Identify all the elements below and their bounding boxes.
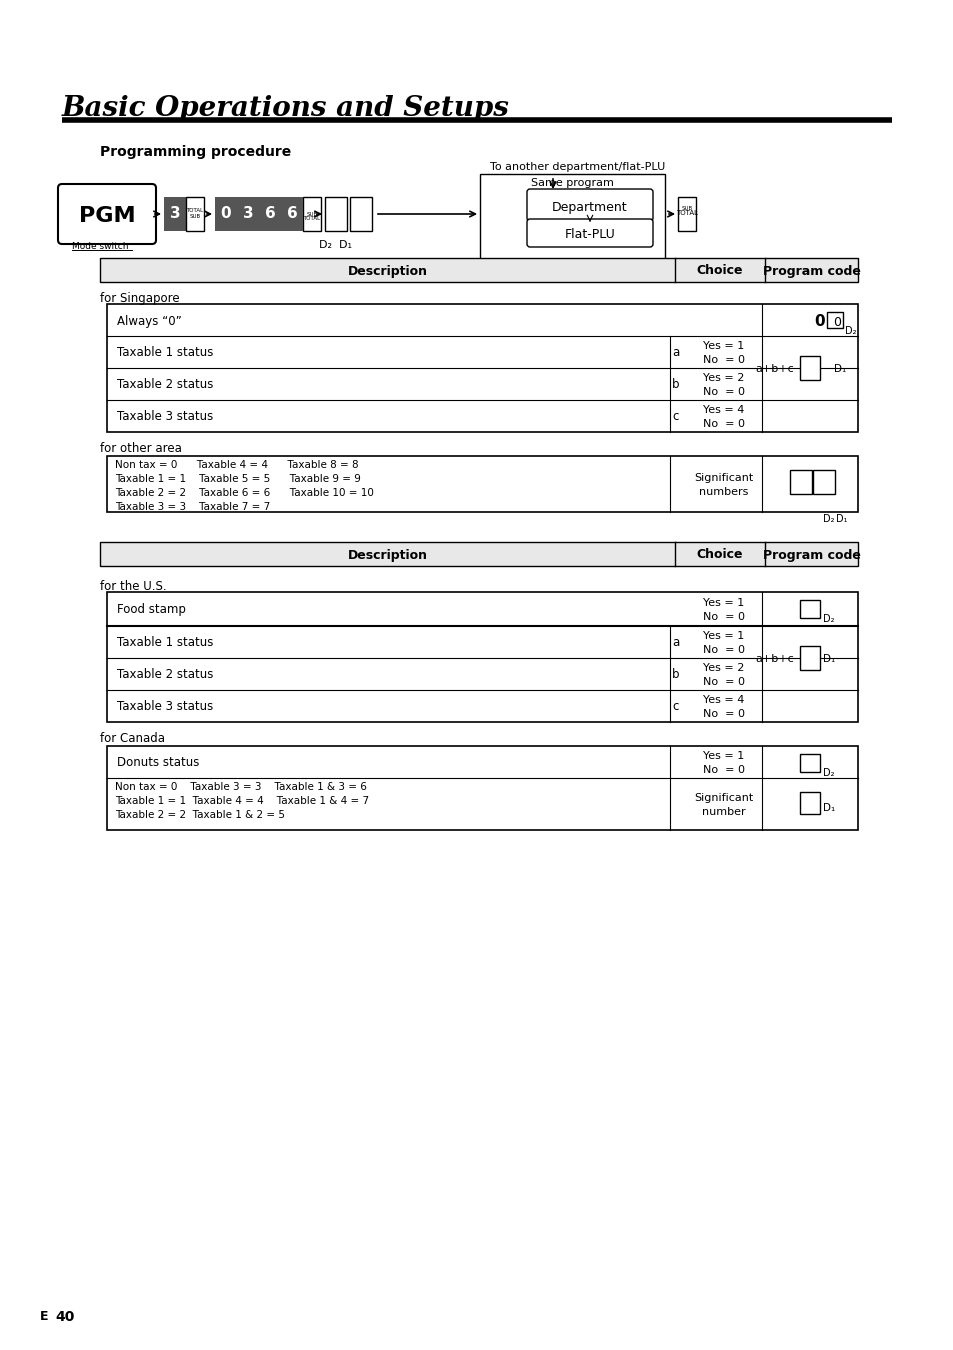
Text: Yes = 4
No  = 0: Yes = 4 No = 0 <box>702 695 744 718</box>
Bar <box>800 356 820 379</box>
Text: a: a <box>671 347 679 359</box>
Bar <box>236 197 258 231</box>
FancyBboxPatch shape <box>526 219 652 247</box>
Text: SUB: SUB <box>306 212 317 216</box>
Text: Non tax = 0      Taxable 4 = 4      Taxable 8 = 8
Taxable 1 = 1    Taxable 5 = 5: Non tax = 0 Taxable 4 = 4 Taxable 8 = 8 … <box>115 460 374 512</box>
Text: Taxable 2 status: Taxable 2 status <box>117 378 213 392</box>
Text: Flat-PLU: Flat-PLU <box>564 228 615 242</box>
Bar <box>826 312 842 328</box>
Text: Significant
numbers: Significant numbers <box>694 474 753 497</box>
Text: Program code: Program code <box>761 548 860 562</box>
Bar <box>789 470 811 494</box>
Text: b: b <box>671 378 679 392</box>
Bar <box>812 470 834 494</box>
Text: Choice: Choice <box>696 265 742 278</box>
Text: 6: 6 <box>264 207 275 221</box>
Text: Significant
number: Significant number <box>694 794 753 817</box>
Text: Yes = 2
No  = 0: Yes = 2 No = 0 <box>702 374 744 397</box>
Text: 0: 0 <box>832 316 841 328</box>
Text: SUB: SUB <box>680 207 692 212</box>
Text: for the U.S.: for the U.S. <box>100 580 167 593</box>
Bar <box>678 197 696 231</box>
Text: Programming procedure: Programming procedure <box>100 144 291 159</box>
Text: Basic Operations and Setups: Basic Operations and Setups <box>62 95 509 122</box>
Bar <box>107 593 857 722</box>
Text: Yes = 2
No  = 0: Yes = 2 No = 0 <box>702 663 744 687</box>
Text: D₁: D₁ <box>822 653 835 664</box>
Text: a+b+c: a+b+c <box>755 653 794 664</box>
Text: 40: 40 <box>55 1310 74 1324</box>
Text: Department: Department <box>552 201 627 213</box>
Text: 0: 0 <box>220 207 231 221</box>
Text: 3: 3 <box>170 207 180 221</box>
Text: D₂  D₁: D₂ D₁ <box>319 240 352 250</box>
Bar <box>800 647 820 670</box>
Bar <box>107 456 857 512</box>
Text: for Singapore: for Singapore <box>100 292 179 305</box>
Text: a: a <box>671 636 679 649</box>
Bar <box>107 747 857 830</box>
Text: c: c <box>671 410 678 424</box>
FancyBboxPatch shape <box>58 184 156 244</box>
Text: TOTAL: TOTAL <box>676 211 698 216</box>
Text: a+b+c: a+b+c <box>755 364 794 374</box>
FancyBboxPatch shape <box>526 189 652 221</box>
Text: Non tax = 0    Taxable 3 = 3    Taxable 1 & 3 = 6
Taxable 1 = 1  Taxable 4 = 4  : Non tax = 0 Taxable 3 = 3 Taxable 1 & 3 … <box>115 782 369 819</box>
Text: Taxable 1 status: Taxable 1 status <box>117 636 213 649</box>
Text: Food stamp: Food stamp <box>117 603 186 617</box>
Text: Taxable 1 status: Taxable 1 status <box>117 347 213 359</box>
Text: D₁: D₁ <box>822 803 835 813</box>
Bar <box>100 258 857 282</box>
Bar <box>800 792 820 814</box>
Text: Taxable 3 status: Taxable 3 status <box>117 701 213 714</box>
Text: Description: Description <box>347 548 427 562</box>
Text: Taxable 3 status: Taxable 3 status <box>117 410 213 424</box>
Text: 3: 3 <box>242 207 253 221</box>
Bar <box>325 197 347 231</box>
Text: 0: 0 <box>814 315 824 329</box>
Bar <box>258 197 281 231</box>
Bar <box>107 304 857 432</box>
Text: c: c <box>671 701 678 714</box>
Text: 6: 6 <box>286 207 297 221</box>
Text: b: b <box>671 668 679 682</box>
Text: E: E <box>40 1310 49 1323</box>
Text: Yes = 1
No  = 0: Yes = 1 No = 0 <box>702 342 744 365</box>
Text: Taxable 2 status: Taxable 2 status <box>117 668 213 682</box>
Text: D₁: D₁ <box>833 364 845 374</box>
Text: PGM: PGM <box>78 207 135 225</box>
Text: Donuts status: Donuts status <box>117 756 199 770</box>
Text: Yes = 1
No  = 0: Yes = 1 No = 0 <box>702 598 744 621</box>
Text: D₂: D₂ <box>844 325 856 336</box>
Text: Yes = 4
No  = 0: Yes = 4 No = 0 <box>702 405 744 428</box>
Bar <box>800 755 820 772</box>
Text: TOTAL: TOTAL <box>303 216 320 220</box>
Text: Mode switch: Mode switch <box>71 242 129 251</box>
Bar <box>281 197 303 231</box>
Text: D₂: D₂ <box>822 614 834 624</box>
Text: Yes = 1
No  = 0: Yes = 1 No = 0 <box>702 752 744 775</box>
Bar <box>350 197 372 231</box>
Text: for other area: for other area <box>100 441 182 455</box>
Bar <box>479 174 664 265</box>
Text: D₁: D₁ <box>835 514 846 524</box>
Bar <box>214 197 236 231</box>
Bar <box>800 599 820 618</box>
Text: Same program: Same program <box>530 178 613 188</box>
Text: D₂: D₂ <box>822 768 834 778</box>
Text: Choice: Choice <box>696 548 742 562</box>
Text: Description: Description <box>347 265 427 278</box>
Text: Always “0”: Always “0” <box>117 315 182 328</box>
Text: To another department/flat-PLU: To another department/flat-PLU <box>490 162 664 171</box>
Bar <box>186 197 204 231</box>
Bar <box>100 541 857 566</box>
Bar <box>303 197 320 231</box>
Text: for Canada: for Canada <box>100 732 165 745</box>
Text: Yes = 1
No  = 0: Yes = 1 No = 0 <box>702 632 744 655</box>
Text: D₂: D₂ <box>822 514 834 524</box>
Text: Program code: Program code <box>761 265 860 278</box>
Text: SUB: SUB <box>190 213 200 219</box>
Text: TOTAL: TOTAL <box>186 208 203 212</box>
Bar <box>164 197 186 231</box>
